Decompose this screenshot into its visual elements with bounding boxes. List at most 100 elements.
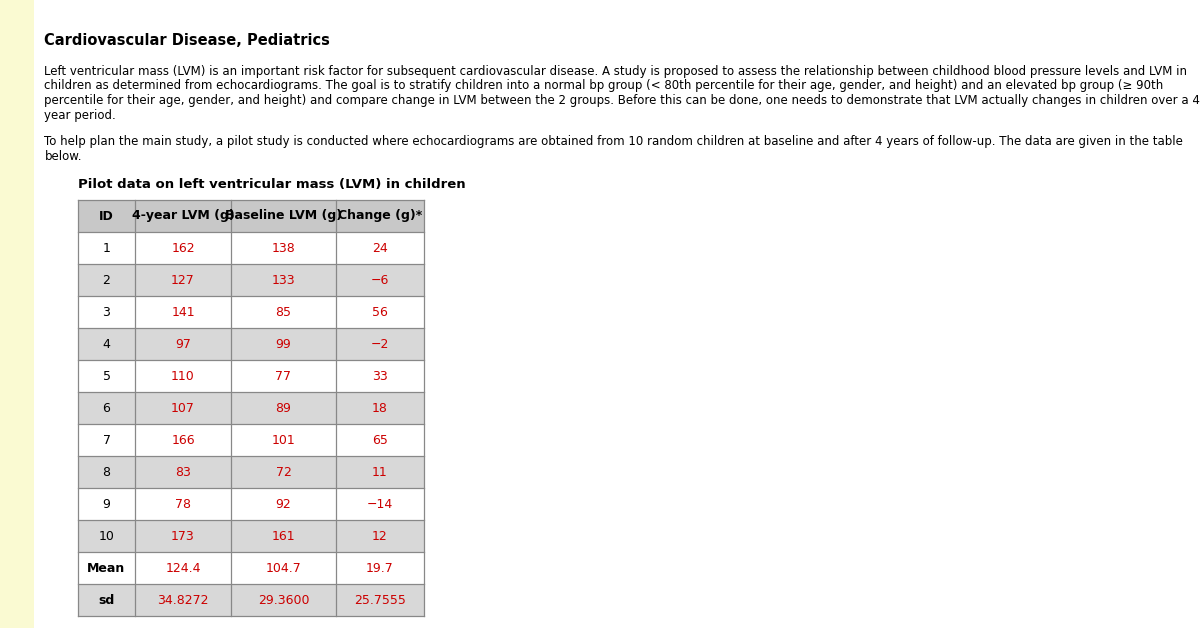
Bar [134, 456, 230, 488]
Bar [336, 264, 424, 296]
Bar [336, 584, 424, 616]
Bar [230, 456, 336, 488]
Bar [230, 584, 336, 616]
Bar [230, 520, 336, 552]
Bar [78, 232, 134, 264]
Text: 9: 9 [102, 497, 110, 511]
Text: 161: 161 [271, 529, 295, 543]
Text: 162: 162 [172, 242, 194, 254]
Bar [134, 392, 230, 424]
Bar [336, 456, 424, 488]
Text: 101: 101 [271, 433, 295, 447]
Bar [336, 424, 424, 456]
Text: ID: ID [100, 210, 114, 222]
Text: 56: 56 [372, 305, 388, 318]
Text: percentile for their age, gender, and height) and compare change in LVM between : percentile for their age, gender, and he… [44, 94, 1200, 107]
Text: 5: 5 [102, 369, 110, 382]
Bar [78, 296, 134, 328]
Text: 104.7: 104.7 [265, 561, 301, 575]
Bar [78, 456, 134, 488]
Text: sd: sd [98, 593, 115, 607]
Text: 4: 4 [102, 337, 110, 350]
Bar [336, 552, 424, 584]
Text: 138: 138 [271, 242, 295, 254]
Text: 72: 72 [276, 465, 292, 479]
Text: 85: 85 [276, 305, 292, 318]
Bar [230, 264, 336, 296]
Text: 141: 141 [172, 305, 194, 318]
Bar [336, 360, 424, 392]
Text: 29.3600: 29.3600 [258, 593, 310, 607]
Text: 8: 8 [102, 465, 110, 479]
Bar [336, 232, 424, 264]
Bar [78, 520, 134, 552]
Text: 89: 89 [276, 401, 292, 414]
Bar [134, 200, 230, 232]
Text: 2: 2 [102, 274, 110, 286]
Text: 19.7: 19.7 [366, 561, 394, 575]
Text: 77: 77 [276, 369, 292, 382]
Text: 83: 83 [175, 465, 191, 479]
Text: 11: 11 [372, 465, 388, 479]
Bar [78, 392, 134, 424]
Text: 33: 33 [372, 369, 388, 382]
Bar [78, 552, 134, 584]
Text: 6: 6 [102, 401, 110, 414]
Bar [336, 200, 424, 232]
Bar [230, 552, 336, 584]
Bar [78, 424, 134, 456]
Bar [134, 488, 230, 520]
Bar [230, 296, 336, 328]
Bar [134, 264, 230, 296]
Text: −2: −2 [371, 337, 389, 350]
Text: 12: 12 [372, 529, 388, 543]
Bar [230, 488, 336, 520]
Bar [78, 200, 134, 232]
Bar [230, 360, 336, 392]
Text: 78: 78 [175, 497, 191, 511]
Text: 34.8272: 34.8272 [157, 593, 209, 607]
Bar [134, 584, 230, 616]
Bar [78, 328, 134, 360]
Bar [134, 296, 230, 328]
Bar [134, 328, 230, 360]
Text: Mean: Mean [88, 561, 126, 575]
Bar [336, 328, 424, 360]
Bar [78, 488, 134, 520]
Text: 65: 65 [372, 433, 388, 447]
Text: 107: 107 [172, 401, 194, 414]
Bar [230, 328, 336, 360]
Text: 124.4: 124.4 [166, 561, 200, 575]
Text: 3: 3 [102, 305, 110, 318]
Bar [134, 232, 230, 264]
Bar [336, 392, 424, 424]
Text: 173: 173 [172, 529, 194, 543]
Text: children as determined from echocardiograms. The goal is to stratify children in: children as determined from echocardiogr… [44, 80, 1164, 92]
Text: Pilot data on left ventricular mass (LVM) in children: Pilot data on left ventricular mass (LVM… [78, 178, 466, 191]
Text: 99: 99 [276, 337, 292, 350]
Bar [134, 552, 230, 584]
Text: year period.: year period. [44, 109, 116, 121]
Bar [134, 424, 230, 456]
Bar [134, 360, 230, 392]
Text: Change (g)*: Change (g)* [338, 210, 422, 222]
Bar [134, 520, 230, 552]
Text: 97: 97 [175, 337, 191, 350]
Text: 110: 110 [172, 369, 194, 382]
Text: Cardiovascular Disease, Pediatrics: Cardiovascular Disease, Pediatrics [44, 33, 330, 48]
Text: 24: 24 [372, 242, 388, 254]
Text: 4-year LVM (g): 4-year LVM (g) [132, 210, 234, 222]
Bar [336, 520, 424, 552]
Text: 127: 127 [172, 274, 194, 286]
Bar [230, 424, 336, 456]
Bar [336, 488, 424, 520]
Text: −6: −6 [371, 274, 389, 286]
Text: 7: 7 [102, 433, 110, 447]
Text: 92: 92 [276, 497, 292, 511]
Text: To help plan the main study, a pilot study is conducted where echocardiograms ar: To help plan the main study, a pilot stu… [44, 135, 1183, 148]
Text: Left ventricular mass (LVM) is an important risk factor for subsequent cardiovas: Left ventricular mass (LVM) is an import… [44, 65, 1188, 78]
Text: Baseline LVM (g): Baseline LVM (g) [224, 210, 342, 222]
Bar [78, 264, 134, 296]
Text: 25.7555: 25.7555 [354, 593, 406, 607]
Bar [78, 584, 134, 616]
